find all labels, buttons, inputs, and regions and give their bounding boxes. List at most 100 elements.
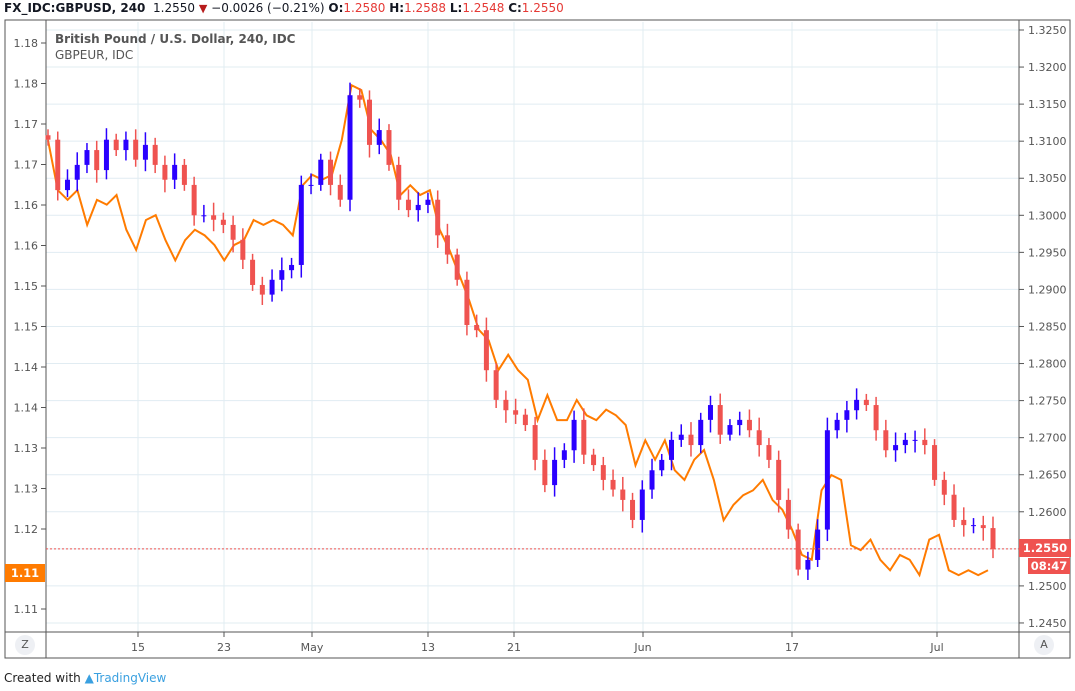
candle xyxy=(932,439,938,486)
left-axis-label: 1.17 xyxy=(14,118,39,131)
candle xyxy=(493,363,499,409)
candle-body xyxy=(795,529,801,570)
candle xyxy=(756,417,762,457)
left-scale-button[interactable]: Z xyxy=(15,635,35,655)
candle xyxy=(513,398,519,424)
candle-body xyxy=(902,439,908,446)
candle-body xyxy=(951,494,957,520)
last-price-badge: 1.2550 xyxy=(1019,539,1071,557)
created-with-text: Created with xyxy=(4,671,81,685)
candle xyxy=(922,428,928,455)
close-label: C: xyxy=(508,1,522,15)
candle xyxy=(698,412,704,454)
candle-body xyxy=(698,419,704,446)
compare-series-legend: GBPEUR, IDC xyxy=(55,48,134,62)
candle-body xyxy=(366,99,372,145)
time-axis-label: 21 xyxy=(507,641,521,654)
low-value: 1.2548 xyxy=(462,1,505,15)
auto-scale-button[interactable]: A xyxy=(1034,635,1054,655)
candle-body xyxy=(737,419,743,426)
candle xyxy=(279,257,285,292)
candle-body xyxy=(600,465,606,480)
candle-body xyxy=(113,139,119,151)
candle xyxy=(74,152,80,192)
candle-body xyxy=(84,150,90,165)
candle xyxy=(123,131,129,161)
candle xyxy=(688,422,694,457)
candle xyxy=(707,395,713,433)
left-axis-label: 1.11 xyxy=(14,603,39,616)
candle xyxy=(64,169,70,198)
candle xyxy=(162,155,168,193)
candle-body xyxy=(591,454,597,466)
candle-body xyxy=(776,459,782,500)
candle-body xyxy=(785,499,791,530)
candle-body xyxy=(357,95,363,100)
candle-body xyxy=(435,199,441,236)
candle xyxy=(678,424,684,447)
candle xyxy=(561,443,567,469)
right-axis-label: 1.3200 xyxy=(1028,61,1067,74)
candle xyxy=(649,458,655,499)
candle xyxy=(581,408,587,464)
candle-body xyxy=(941,479,947,495)
candle-body xyxy=(610,479,616,490)
symbol-label: FX_IDC:GBPUSD, 240 xyxy=(4,1,146,15)
right-axis-label: 1.2600 xyxy=(1028,506,1067,519)
candle xyxy=(386,124,392,171)
time-axis-label: 23 xyxy=(217,641,231,654)
candle-body xyxy=(376,130,382,145)
right-axis-label: 1.2900 xyxy=(1028,283,1067,296)
candle xyxy=(552,447,558,497)
tradingview-link[interactable]: TradingView xyxy=(93,671,167,685)
candle-body xyxy=(990,528,996,549)
candle xyxy=(444,223,450,264)
candle xyxy=(415,192,421,222)
candle xyxy=(298,175,304,278)
candle-body xyxy=(425,199,431,205)
candle xyxy=(620,476,626,512)
compare-price-badge: 1.11 xyxy=(5,564,45,582)
candle-body xyxy=(834,419,840,431)
candle xyxy=(863,393,869,411)
candle-body xyxy=(454,254,460,280)
candle-body xyxy=(191,184,197,216)
candle-body xyxy=(415,204,421,211)
candle xyxy=(785,488,791,539)
candle xyxy=(94,140,100,183)
candle xyxy=(113,133,119,157)
right-axis-label: 1.3100 xyxy=(1028,135,1067,148)
left-axis-label: 1.16 xyxy=(14,199,39,212)
candle xyxy=(610,469,616,497)
candle-body xyxy=(893,445,899,451)
candle-body xyxy=(649,470,655,490)
time-axis-label: 15 xyxy=(131,641,145,654)
candle xyxy=(805,551,811,580)
candle-body xyxy=(45,135,51,140)
candle-body xyxy=(298,184,304,265)
candle-body xyxy=(444,235,450,255)
candle xyxy=(941,471,947,506)
candle xyxy=(951,484,957,527)
right-axis-label: 1.2450 xyxy=(1028,617,1067,630)
candle-body xyxy=(542,459,548,486)
open-label: O: xyxy=(328,1,344,15)
candle xyxy=(259,276,265,305)
candle-body xyxy=(854,399,860,411)
candle xyxy=(844,400,850,433)
candle-body xyxy=(883,430,889,451)
candle-body xyxy=(971,525,977,527)
candle xyxy=(269,269,275,302)
candle-body xyxy=(717,405,723,435)
candle xyxy=(503,390,509,423)
candle-body xyxy=(396,164,402,200)
candle xyxy=(133,129,139,167)
candle-body xyxy=(552,459,558,486)
candle xyxy=(357,88,363,108)
candle-body xyxy=(727,425,733,435)
candle-body xyxy=(630,499,636,520)
candle xyxy=(980,515,986,541)
candle-body xyxy=(474,324,480,331)
candle-body xyxy=(220,219,226,225)
